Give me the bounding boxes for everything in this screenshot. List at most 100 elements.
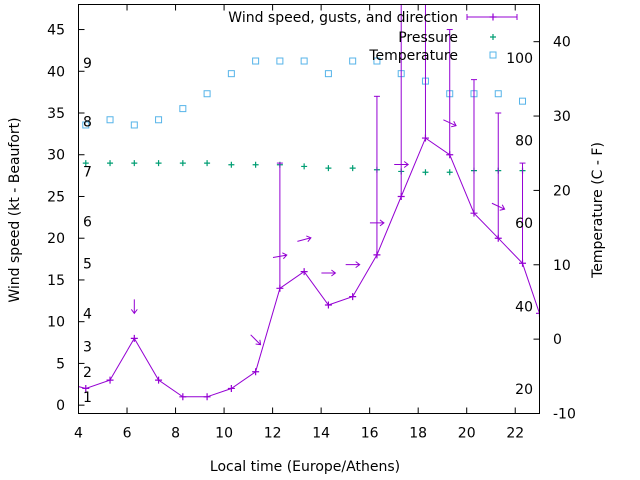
- pressure-point: [301, 163, 308, 170]
- wind-point: [300, 268, 308, 276]
- y2-tick-label: 20: [553, 183, 571, 199]
- wind-direction-arrow: [272, 252, 288, 260]
- pressure-point: [131, 160, 138, 167]
- temperature-point: [179, 105, 187, 113]
- fahrenheit-label: 20: [515, 382, 533, 398]
- temperature-point: [324, 70, 332, 78]
- y-axis-title: Wind speed (kt - Beaufort): [7, 117, 23, 302]
- temperature-point: [82, 121, 90, 129]
- x-tick-label: 4: [74, 426, 83, 442]
- fahrenheit-label: 100: [506, 51, 533, 67]
- temperature-point: [519, 97, 527, 105]
- legend-label: Pressure: [398, 30, 458, 46]
- x-tick-label: 20: [458, 426, 476, 442]
- tick-marks: [78, 4, 540, 414]
- legend: Wind speed, gusts, and direction Pressure…: [228, 10, 518, 64]
- wind-point: [252, 368, 260, 376]
- wind-direction-arrow: [345, 261, 361, 269]
- x-tick-label: 12: [264, 426, 282, 442]
- x-tick-label: 18: [409, 426, 427, 442]
- wind-point: [106, 376, 114, 384]
- x-tick-label: 14: [312, 426, 330, 442]
- y-tick-label: 35: [47, 106, 65, 122]
- wind-point: [82, 384, 90, 392]
- pressure-point: [252, 161, 259, 168]
- wind-direction-arrow: [443, 119, 457, 128]
- x-axis-title: Local time (Europe/Athens): [210, 459, 400, 475]
- pressure-point: [107, 160, 114, 167]
- wind-point: [130, 334, 138, 342]
- pressure-point: [179, 160, 186, 167]
- pressure-point: [204, 160, 211, 167]
- wind-direction-arrow: [394, 161, 410, 168]
- x-tick-label: 8: [171, 426, 180, 442]
- series-clip-group: [51, 4, 540, 401]
- wind-point: [203, 393, 211, 401]
- beaufort-label: 8: [83, 114, 92, 130]
- wind-direction-arrow: [321, 269, 337, 277]
- wind-point: [179, 393, 187, 401]
- temperature-point: [349, 57, 357, 65]
- pressure-point: [446, 169, 453, 176]
- legend-swatch: [489, 51, 497, 59]
- y2-tick-label: -10: [553, 407, 576, 423]
- x-tick-label: 6: [123, 426, 132, 442]
- pressure-point: [228, 161, 235, 168]
- beaufort-label: 6: [83, 215, 92, 231]
- y-tick-label: 10: [47, 315, 65, 331]
- y-tick-label: 45: [47, 23, 65, 39]
- y-tick-label: 30: [47, 148, 65, 164]
- legend-label: Wind speed, gusts, and direction: [228, 10, 458, 26]
- wind-point: [155, 376, 163, 384]
- wind-direction-arrow: [491, 202, 506, 211]
- temperature-point: [276, 57, 284, 65]
- legend-swatch-marker: [489, 13, 497, 21]
- y2-tick-label: 30: [553, 109, 571, 125]
- beaufort-label: 2: [83, 365, 92, 381]
- axis-labels: 4 6 8 10 12 14 16 18 20 22051015202530354045-1001…: [47, 23, 576, 442]
- y-tick-label: 15: [47, 273, 65, 289]
- temperature-point: [155, 116, 163, 124]
- beaufort-label: 1: [83, 390, 92, 406]
- y2-tick-label: 40: [553, 35, 571, 51]
- temperature-point: [130, 121, 138, 129]
- wind-point: [349, 293, 357, 301]
- pressure-point: [349, 165, 356, 172]
- wind-direction-arrow: [130, 299, 138, 315]
- y2-tick-label: 0: [553, 332, 562, 348]
- beaufort-label: 7: [83, 164, 92, 180]
- temperature-point: [227, 70, 235, 78]
- beaufort-label: 9: [83, 56, 92, 72]
- y2-axis-title: Temperature (C - F): [590, 142, 606, 279]
- pressure-point: [82, 160, 89, 167]
- fahrenheit-label: 60: [515, 216, 533, 232]
- wind-point: [324, 301, 332, 309]
- wind-speed-line: [78, 137, 540, 398]
- temperature-point: [494, 90, 502, 98]
- y-tick-label: 5: [56, 356, 65, 372]
- wind-point: [51, 377, 58, 384]
- plot-border: [78, 4, 540, 414]
- y-tick-label: 40: [47, 64, 65, 80]
- pressure-point: [155, 160, 162, 167]
- temperature-point: [373, 57, 381, 65]
- y2-tick-label: 10: [553, 258, 571, 274]
- wind-direction-arrow: [369, 219, 385, 227]
- wind-direction-arrow: [297, 235, 312, 243]
- legend-label: Temperature: [368, 48, 458, 64]
- beaufort-label: 4: [83, 306, 92, 322]
- pressure-point: [422, 169, 429, 176]
- wind-direction-arrow: [250, 334, 262, 346]
- fahrenheit-label: 40: [515, 299, 533, 315]
- series-layer: [51, 4, 540, 401]
- fahrenheit-label: 80: [515, 134, 533, 150]
- temperature-point: [300, 57, 308, 65]
- y-tick-label: 0: [56, 398, 65, 414]
- temperature-point: [106, 116, 114, 124]
- pressure-point: [325, 165, 332, 172]
- y-tick-label: 20: [47, 231, 65, 247]
- wind-point: [536, 309, 540, 317]
- x-tick-label: 10: [215, 426, 233, 442]
- legend-swatch: [490, 34, 496, 40]
